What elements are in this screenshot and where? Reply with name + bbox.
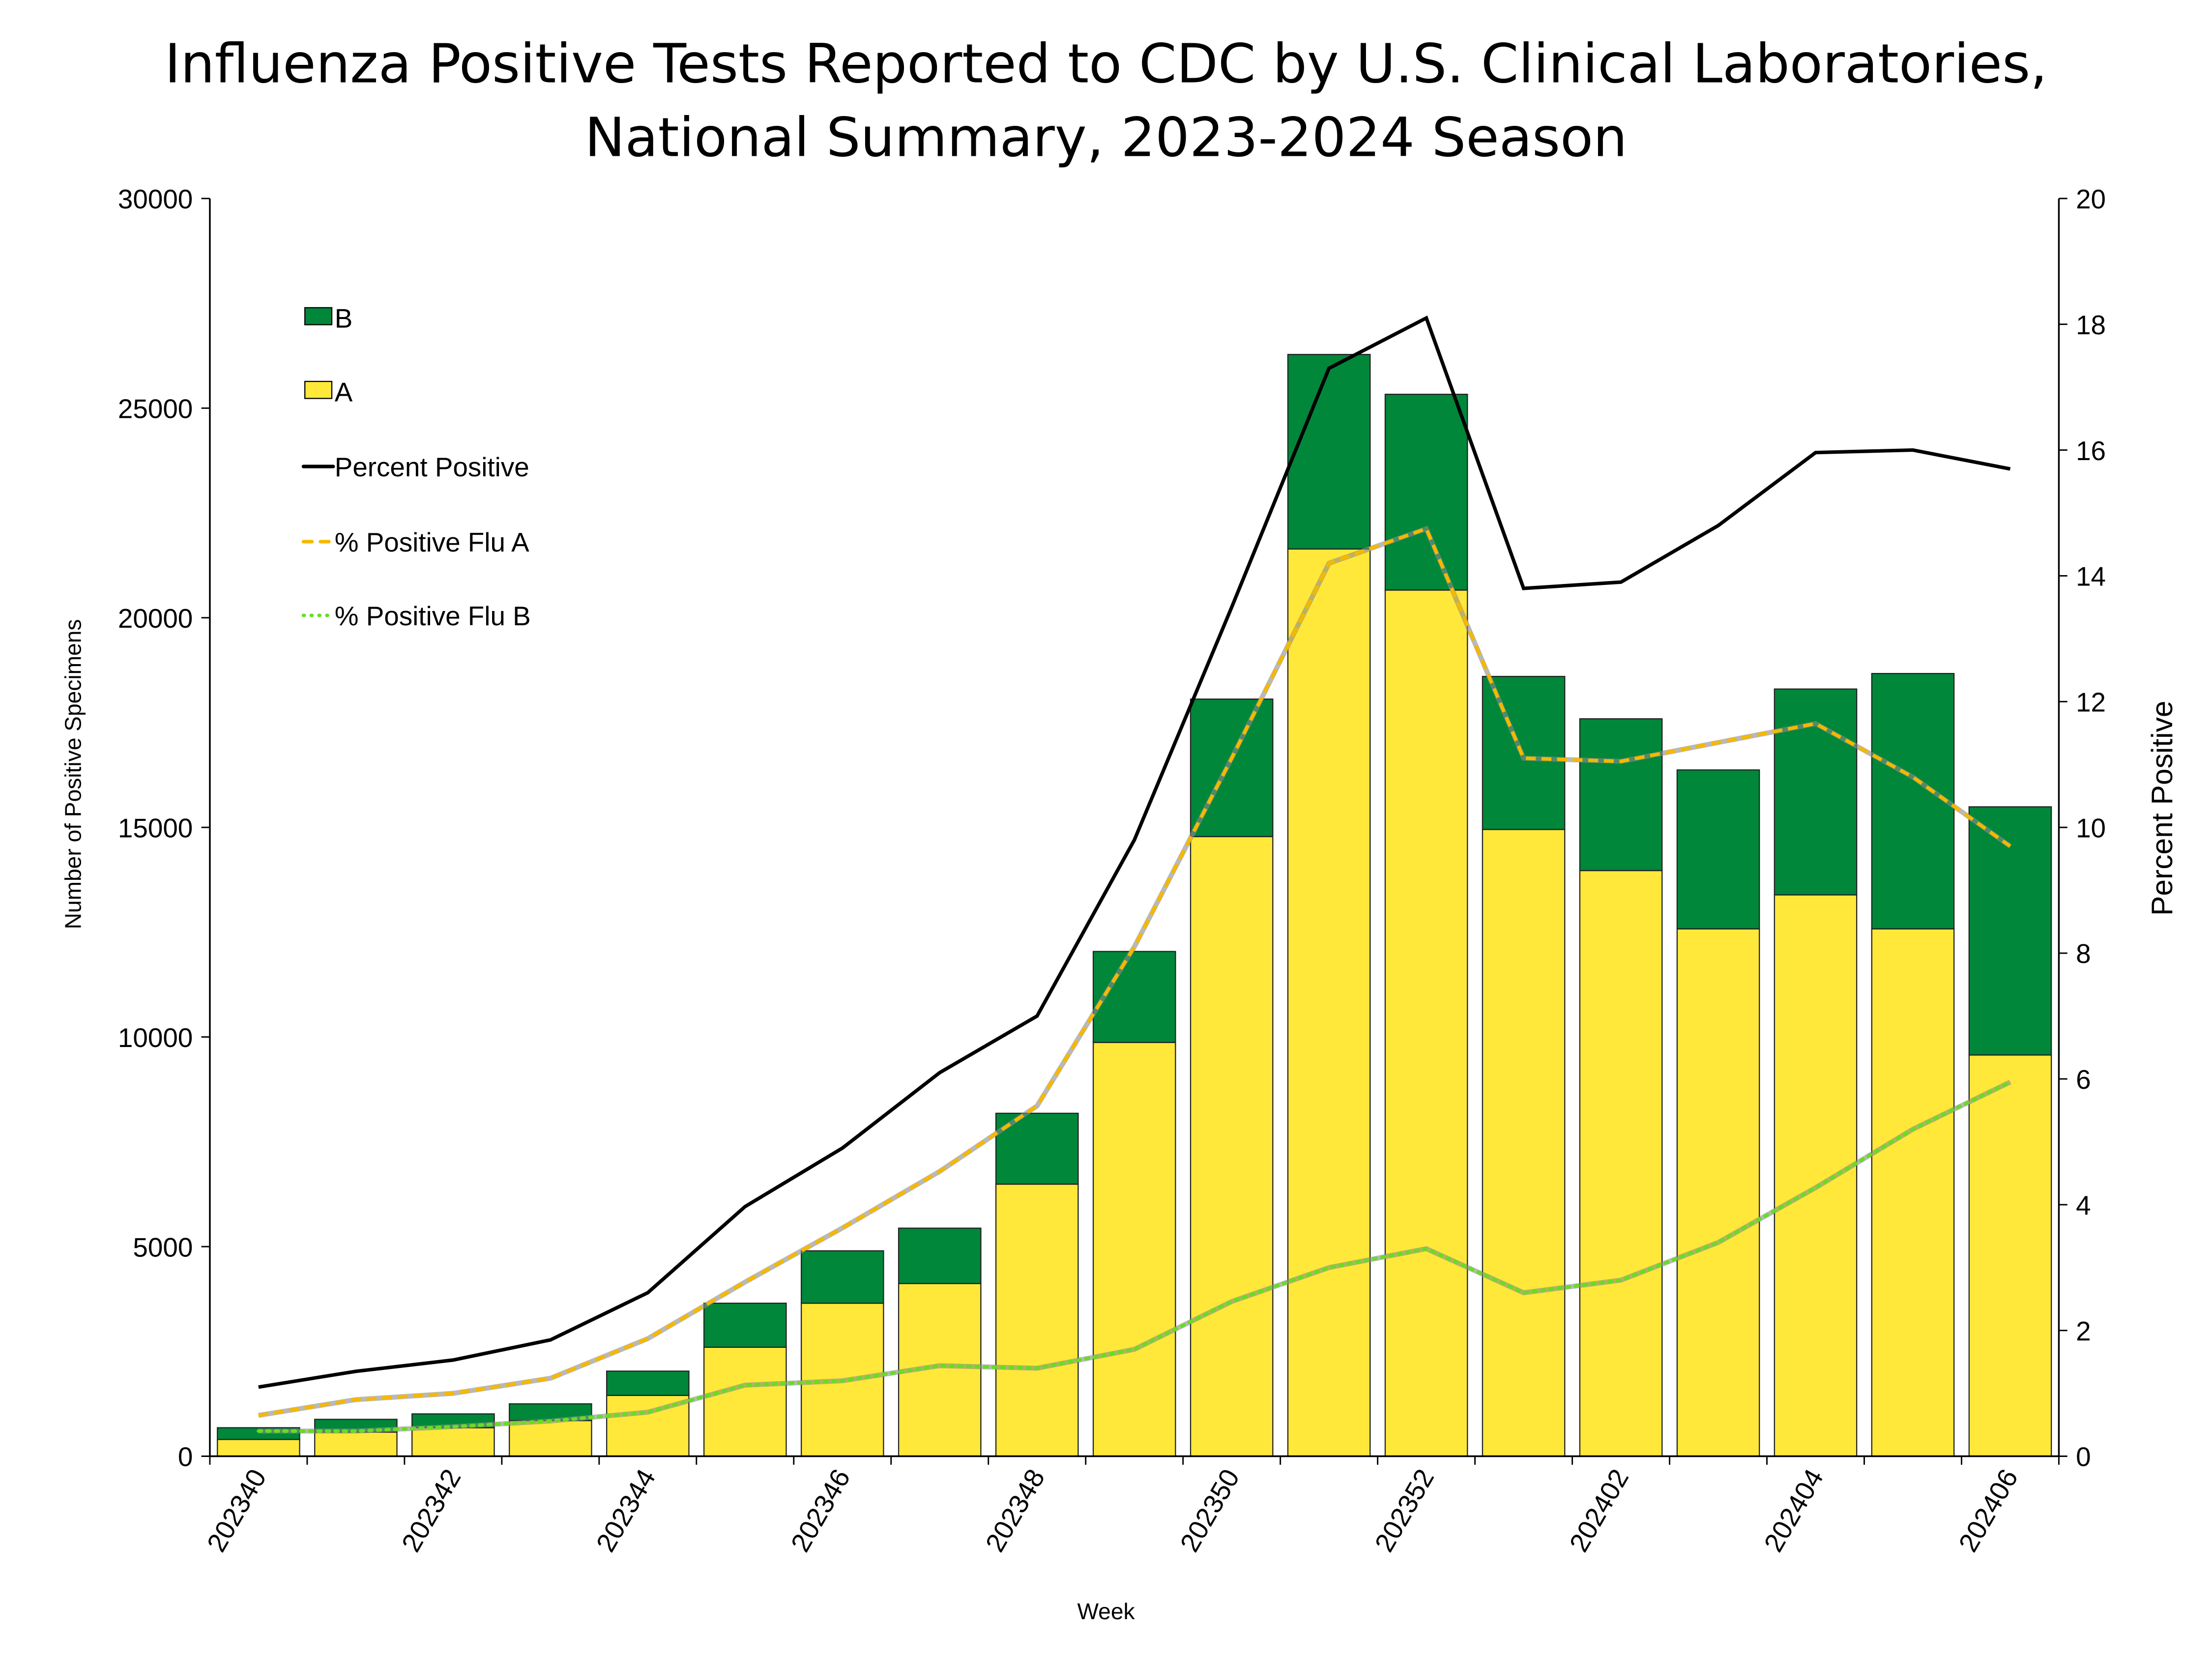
legend: B A Percent Positive % Positive Flu A % Posi… [301, 303, 531, 631]
bar-a-202404 [1774, 894, 1858, 1457]
chart-title-line1: Influenza Positive Tests Reported to CDC… [165, 32, 2047, 95]
bar-b-202403 [1676, 769, 1760, 930]
y-tick-label: 5000 [133, 1232, 193, 1262]
bar-a-202340 [217, 1439, 300, 1457]
bar-a-202405 [1871, 928, 1955, 1457]
x-tick-label: 202346 [785, 1464, 856, 1557]
point-percent-positive-202404 [1815, 452, 1816, 453]
x-tick-label: 202404 [1758, 1464, 1829, 1557]
point-positive-flu-b-202345 [745, 1385, 746, 1386]
bar-b-202404 [1774, 688, 1858, 896]
point-positive-flu-b-202349 [1134, 1349, 1135, 1350]
legend-label-percent-positive: Percent Positive [335, 452, 529, 482]
y2-tick-label: 10 [2076, 813, 2106, 843]
x-axis-label: Week [1077, 1599, 1135, 1624]
legend-label-b: B [335, 303, 353, 333]
x-tick-label: 202348 [979, 1464, 1050, 1557]
bar-a-202342 [411, 1427, 495, 1457]
bar-b-202406 [1968, 806, 2052, 1056]
point-positive-flu-b-202350 [1231, 1301, 1232, 1302]
legend-label-a: A [335, 377, 353, 407]
bar-a-202406 [1968, 1054, 2052, 1457]
bar-a-202348 [995, 1183, 1079, 1457]
chart-title-line2: National Summary, 2023-2024 Season [584, 106, 1627, 169]
y-axis-label: Number of Positive Specimens [60, 619, 86, 930]
legend-label-positive-flu-a: % Positive Flu A [335, 527, 529, 557]
y2-tick-label: 14 [2076, 561, 2106, 592]
bar-a-202351 [1287, 548, 1371, 1457]
y-tick-label: 25000 [118, 393, 193, 424]
legend-label-positive-flu-b: % Positive Flu B [335, 601, 531, 631]
legend-swatch-a [304, 380, 333, 399]
bar-a-202403 [1676, 928, 1760, 1457]
y2-tick-label: 6 [2076, 1064, 2091, 1095]
x-tick-label: 202406 [1952, 1464, 2024, 1557]
legend-swatch-b [304, 307, 333, 325]
lines [257, 315, 2012, 1434]
y-tick-label: 30000 [118, 184, 193, 214]
y2-tick-label: 0 [2076, 1442, 2091, 1472]
y2-tick-label: 20 [2076, 184, 2106, 214]
x-tick-label: 202340 [201, 1464, 272, 1557]
y2-tick-label: 2 [2076, 1316, 2091, 1346]
bar-b-202405 [1871, 673, 1955, 930]
x-tick-label: 202344 [590, 1464, 661, 1557]
bars [217, 353, 2052, 1457]
x-tick-label: 202342 [395, 1464, 466, 1557]
bar-b-202352 [1384, 393, 1468, 591]
y2-tick-label: 16 [2076, 436, 2106, 466]
y2-tick-label: 4 [2076, 1190, 2091, 1221]
bar-a-202402 [1579, 870, 1663, 1457]
y2-tick-label: 8 [2076, 938, 2091, 969]
point-percent-positive-202345 [745, 1206, 746, 1207]
bar-b-202346 [800, 1250, 884, 1304]
y2-axis-label: Percent Positive [2145, 700, 2179, 916]
y-tick-label: 20000 [118, 603, 193, 634]
bar-b-202344 [606, 1370, 690, 1396]
bar-a-202350 [1190, 836, 1274, 1457]
bar-a-202401 [1482, 829, 1566, 1457]
x-tick-label: 202350 [1174, 1464, 1245, 1557]
y-tick-label: 10000 [118, 1022, 193, 1053]
bar-a-202345 [703, 1346, 787, 1457]
bar-a-202343 [509, 1420, 592, 1457]
point-percent-positive-202401 [1523, 588, 1524, 589]
y2-tick-label: 18 [2076, 310, 2106, 340]
bar-a-202349 [1092, 1042, 1176, 1457]
bar-b-202349 [1092, 951, 1176, 1043]
bar-b-202345 [703, 1303, 787, 1348]
point-percent-positive-202350 [1231, 607, 1232, 608]
y-tick-label: 0 [178, 1442, 193, 1472]
point-positive-flu-a-202347 [939, 1171, 940, 1172]
bar-a-202341 [314, 1431, 398, 1457]
point-positive-flu-b-202342 [453, 1426, 454, 1427]
y-tick-label: 15000 [118, 813, 193, 843]
bar-a-202352 [1384, 589, 1468, 1457]
x-tick-label: 202402 [1563, 1464, 1634, 1557]
bar-b-202402 [1579, 718, 1663, 872]
bar-b-202351 [1287, 353, 1371, 550]
x-tick-label: 202352 [1368, 1464, 1440, 1557]
point-positive-flu-a-202342 [453, 1393, 454, 1394]
bar-b-202347 [898, 1227, 982, 1284]
y2-tick-label: 12 [2076, 687, 2106, 718]
